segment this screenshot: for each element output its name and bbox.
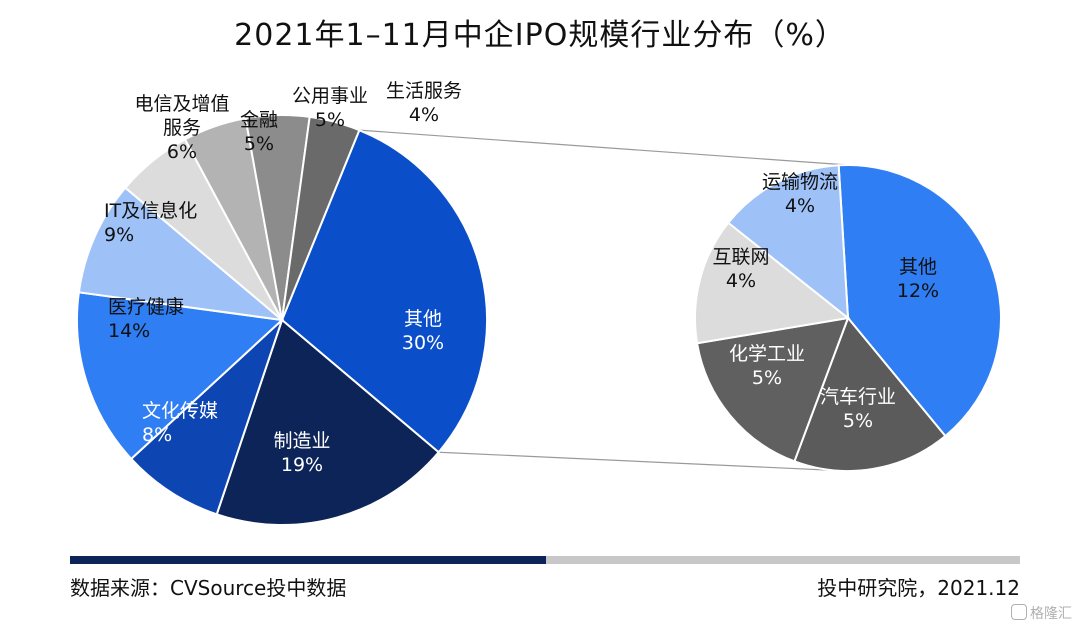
breakdown-pie: 其他 12%汽车行业 5%化学工业 5%互联网 4%运输物流 4% xyxy=(694,164,1002,472)
main-label-2: 文化传媒 8% xyxy=(142,400,218,446)
watermark-text: 格隆汇 xyxy=(1030,606,1072,622)
main-label-name-0: 其他 xyxy=(404,308,442,330)
sub-label-value-4: 4% xyxy=(785,195,815,217)
connector-lines xyxy=(359,129,849,472)
sub-label-value-1: 5% xyxy=(843,410,873,432)
main-slice-3 xyxy=(76,291,285,461)
sub-slice-1 xyxy=(793,316,947,472)
main-label-name-5: 服务 xyxy=(163,117,201,139)
main-label-value-1: 19% xyxy=(281,454,323,476)
main-label-3: 医疗健康 14% xyxy=(108,296,184,342)
main-label-name-5: 电信及增值 xyxy=(134,93,229,115)
main-label-value-5: 6% xyxy=(167,141,197,163)
main-label-value-3: 14% xyxy=(108,320,150,342)
main-label-value-0: 30% xyxy=(402,332,444,354)
sub-label-1: 汽车行业 5% xyxy=(820,386,896,432)
main-slice-0 xyxy=(280,128,488,454)
sub-label-name-0: 其他 xyxy=(899,256,937,278)
main-label-name-4: IT及信息化 xyxy=(104,200,197,222)
main-slice-2 xyxy=(129,319,283,516)
main-label-0: 其他 30% xyxy=(402,308,444,354)
main-label-value-2: 8% xyxy=(142,424,172,446)
main-label-name-6: 金融 xyxy=(240,109,278,131)
footer-bar-light xyxy=(546,556,1020,564)
sub-label-2: 化学工业 5% xyxy=(729,343,805,389)
sub-slice-4 xyxy=(726,164,850,321)
main-label-name-1: 制造业 xyxy=(273,430,330,452)
watermark: 格隆汇 xyxy=(1011,603,1072,623)
sub-slice-2 xyxy=(695,316,850,463)
main-label-name-3: 医疗健康 xyxy=(108,296,184,318)
sub-label-name-3: 互联网 xyxy=(712,246,769,268)
main-slice-1 xyxy=(215,318,441,526)
sub-label-name-2: 化学工业 xyxy=(729,343,805,365)
main-slice-4 xyxy=(77,186,286,322)
chart-title: 2021年1–11月中企IPO规模行业分布（%） xyxy=(234,18,846,53)
sub-label-name-1: 汽车行业 xyxy=(820,386,896,408)
main-label-5: 电信及增值服务 6% xyxy=(134,93,229,163)
watermark-icon xyxy=(1011,604,1027,620)
main-label-value-6: 5% xyxy=(244,133,274,155)
sub-label-4: 运输物流 4% xyxy=(762,171,838,217)
main-label-value-8: 4% xyxy=(409,104,439,126)
main-label-name-7: 公用事业 xyxy=(292,85,368,107)
main-label-name-2: 文化传媒 xyxy=(142,400,218,422)
main-label-8: 生活服务 4% xyxy=(386,80,462,126)
main-label-4: IT及信息化 9% xyxy=(104,200,197,246)
main-label-1: 制造业 19% xyxy=(273,430,330,476)
sub-label-0: 其他 12% xyxy=(897,256,939,302)
sub-label-value-2: 5% xyxy=(752,367,782,389)
sub-label-3: 互联网 4% xyxy=(712,246,769,292)
source-note: 数据来源：CVSource投中数据 xyxy=(70,576,347,600)
main-label-7: 公用事业 5% xyxy=(292,85,368,131)
main-label-name-8: 生活服务 xyxy=(386,80,462,102)
main-slice-8 xyxy=(281,115,361,321)
main-pie: 其他 30% 制造业 19% 文化传媒 8% 医疗健康 14% IT及信息化 9% 电信及增值服务 6… xyxy=(76,80,488,526)
sub-label-name-4: 运输物流 xyxy=(762,171,838,193)
connector-top xyxy=(359,129,849,166)
publisher-note: 投中研究院，2021.12 xyxy=(817,576,1020,600)
sub-slice-3 xyxy=(694,221,851,345)
sub-slice-0 xyxy=(837,164,1002,438)
main-label-value-7: 5% xyxy=(315,109,345,131)
sub-label-value-3: 4% xyxy=(726,270,756,292)
sub-label-value-0: 12% xyxy=(897,280,939,302)
footer-bar-dark xyxy=(70,556,546,564)
main-label-value-4: 9% xyxy=(104,224,134,246)
main-label-6: 金融 5% xyxy=(240,109,278,155)
connector-bottom xyxy=(438,451,849,472)
